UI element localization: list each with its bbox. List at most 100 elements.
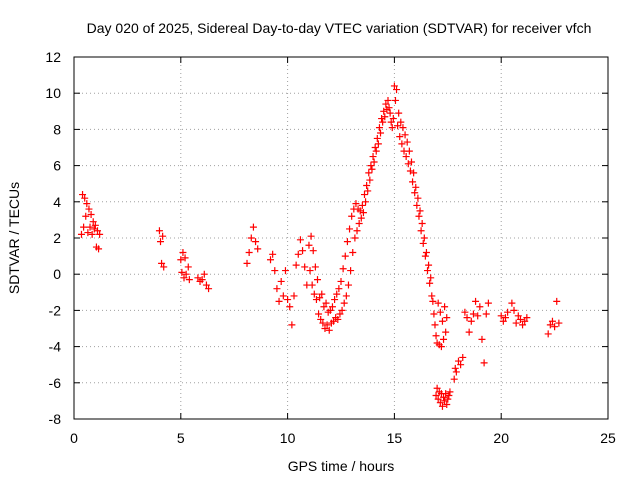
data-point <box>311 263 319 271</box>
x-tick-label: 5 <box>177 430 185 446</box>
data-point <box>438 317 446 325</box>
data-point <box>499 317 507 325</box>
data-point <box>316 294 324 302</box>
data-point <box>284 296 292 304</box>
data-point <box>393 86 401 94</box>
data-point <box>88 230 96 238</box>
data-point <box>371 144 379 151</box>
data-point <box>155 227 163 235</box>
y-tick-label: -6 <box>49 375 62 391</box>
data-point <box>377 129 385 137</box>
data-point <box>86 223 94 231</box>
data-point <box>394 122 402 130</box>
data-point <box>96 230 104 238</box>
data-point <box>403 138 411 146</box>
data-point <box>476 303 484 311</box>
data-point <box>457 361 465 369</box>
data-point <box>445 391 453 399</box>
data-point <box>310 290 318 298</box>
data-point <box>418 220 426 228</box>
y-tick-label: 8 <box>53 121 61 137</box>
data-point <box>321 325 329 332</box>
data-point <box>318 290 326 298</box>
data-series-sdtvar <box>77 82 563 410</box>
data-point <box>461 308 469 316</box>
data-point <box>407 158 415 166</box>
data-point <box>305 241 313 249</box>
data-point <box>271 267 279 275</box>
data-point <box>177 256 185 264</box>
data-point <box>544 330 552 338</box>
data-point <box>334 315 342 323</box>
data-point <box>194 274 202 282</box>
plot-frame <box>73 56 609 420</box>
data-point <box>452 368 460 376</box>
data-point <box>482 310 490 318</box>
data-point <box>404 160 412 168</box>
data-point <box>79 191 87 199</box>
data-point <box>339 265 347 273</box>
data-point <box>322 299 330 307</box>
data-point <box>315 310 323 318</box>
data-point <box>348 212 356 220</box>
data-point <box>160 263 168 271</box>
data-point <box>198 276 206 284</box>
data-point <box>469 310 477 318</box>
data-point <box>363 182 371 190</box>
data-point <box>202 281 210 289</box>
data-point <box>340 299 348 307</box>
data-point <box>294 250 302 258</box>
data-point <box>406 167 414 175</box>
data-point <box>414 194 422 202</box>
data-point <box>497 312 505 320</box>
data-point <box>370 158 378 166</box>
data-point <box>472 297 480 305</box>
data-point <box>308 281 316 289</box>
data-point <box>351 234 359 242</box>
data-point <box>336 310 344 318</box>
data-point <box>342 292 350 300</box>
ticks: 0 5 10 15 20 25 -8 -6 -4 -2 0 2 4 6 8 10 12 <box>45 49 616 446</box>
data-point <box>309 247 317 255</box>
data-point <box>180 274 188 282</box>
data-point <box>521 317 529 325</box>
data-point <box>80 223 88 231</box>
data-point <box>353 227 361 235</box>
data-point <box>463 314 471 322</box>
data-point <box>346 225 354 233</box>
data-point <box>390 82 398 90</box>
data-point <box>275 297 283 305</box>
data-point <box>446 388 454 396</box>
data-point <box>433 384 441 392</box>
data-point <box>401 131 409 139</box>
data-point <box>508 299 516 307</box>
data-point <box>459 353 467 361</box>
data-point <box>421 252 429 260</box>
data-point <box>179 248 187 256</box>
data-point <box>397 118 405 126</box>
data-point <box>178 268 186 276</box>
data-point <box>359 209 367 217</box>
data-point <box>337 277 345 285</box>
data-point <box>82 212 90 220</box>
data-point <box>296 236 304 244</box>
data-point <box>409 178 417 186</box>
data-point <box>328 303 336 311</box>
data-point <box>331 296 339 304</box>
data-point <box>381 113 389 121</box>
data-point <box>425 261 433 269</box>
data-point <box>429 297 437 305</box>
data-point <box>273 285 281 293</box>
x-axis-label: GPS time / hours <box>288 458 395 474</box>
y-tick-label: -8 <box>49 411 62 427</box>
data-point <box>551 323 559 331</box>
data-point <box>158 259 166 267</box>
data-point <box>438 402 446 410</box>
data-point <box>299 247 307 255</box>
data-point <box>437 343 445 351</box>
data-point <box>372 147 380 155</box>
data-point <box>288 321 296 329</box>
y-tick-label: 0 <box>53 266 61 282</box>
data-point <box>326 306 334 314</box>
data-point <box>314 276 322 284</box>
